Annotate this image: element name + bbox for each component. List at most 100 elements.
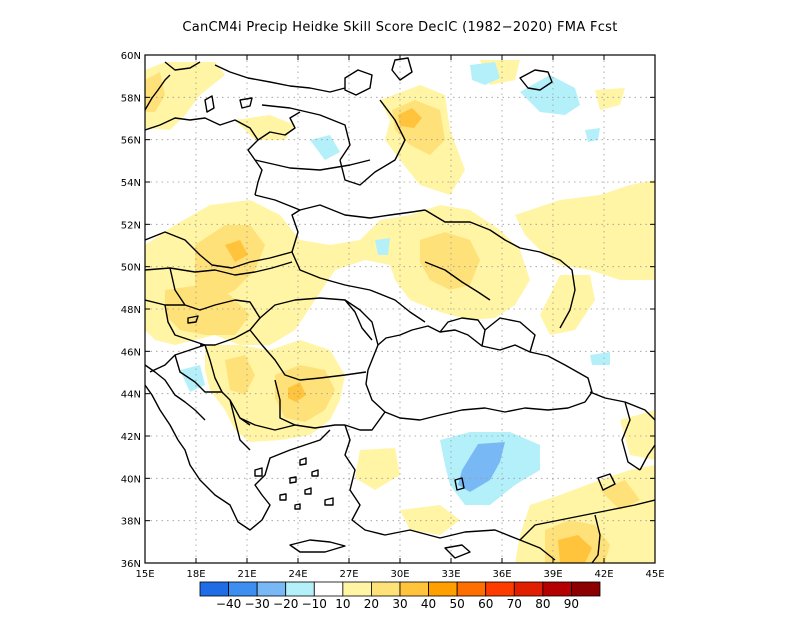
- adriatic-coast: [145, 364, 206, 421]
- colorbar-swatch: [313, 581, 344, 597]
- skill-region: [145, 62, 225, 130]
- lat-tick-label: 42N: [121, 432, 141, 443]
- colorbar-label: −10: [302, 597, 327, 611]
- skill-region: [600, 480, 640, 510]
- skill-region: [585, 128, 600, 142]
- azov-coast: [484, 317, 536, 353]
- skill-region: [375, 238, 390, 255]
- country-border: [169, 267, 261, 346]
- black-sea-coast: [365, 325, 593, 421]
- lon-tick-label: 39E: [543, 569, 562, 580]
- lake-balaton: [187, 315, 199, 324]
- country-border: [591, 514, 601, 563]
- skill-region: [355, 448, 400, 490]
- finland-coast: [164, 61, 201, 71]
- lat-tick-label: 52N: [121, 220, 141, 231]
- lon-tick-label: 30E: [390, 569, 409, 580]
- colorbar-swatch: [228, 581, 258, 597]
- country-border: [254, 194, 426, 219]
- gulf-of-riga-coast: [257, 111, 301, 141]
- country-border: [239, 417, 296, 431]
- skill-region: [420, 232, 480, 290]
- country-border: [424, 209, 576, 329]
- country-border: [164, 304, 206, 346]
- country-border: [249, 329, 367, 381]
- lon-tick-label: 27E: [339, 569, 358, 580]
- sweden-coast: [145, 74, 171, 111]
- colorbar-label: 90: [564, 597, 579, 611]
- lake-ladoga: [344, 69, 373, 96]
- lat-tick-label: 38N: [121, 517, 141, 528]
- lon-tick-label: 24E: [288, 569, 307, 580]
- island: [294, 503, 301, 510]
- colorbar-swatch: [285, 581, 315, 597]
- island: [324, 497, 334, 506]
- lake-tuz: [454, 477, 465, 491]
- skill-region: [235, 115, 295, 140]
- colorbar-swatch: [371, 581, 401, 597]
- turkey-coast: [344, 424, 556, 561]
- lat-tick-label: 36N: [121, 559, 141, 570]
- lon-tick-label: 42E: [594, 569, 613, 580]
- colorbar-label: 40: [421, 597, 436, 611]
- crete-coast: [289, 539, 346, 553]
- country-border: [291, 251, 426, 323]
- crimea-coast: [439, 317, 486, 347]
- country-border: [174, 354, 222, 393]
- colorbar-label: 80: [535, 597, 550, 611]
- lon-tick-label: 15E: [135, 569, 154, 580]
- skill-region: [400, 505, 460, 535]
- island: [254, 467, 263, 477]
- colorbar-label: −20: [273, 597, 298, 611]
- skill-region: [195, 225, 265, 300]
- skill-region: [398, 108, 422, 128]
- gotland: [204, 95, 215, 113]
- skill-region: [515, 180, 655, 280]
- axes: 15E 18E 21E 24E 27E 30E 33E 36E 39E 42E 45E 36N 38N 4…: [121, 51, 665, 580]
- greece-coast: [177, 429, 331, 531]
- colorbar-label: 70: [507, 597, 522, 611]
- island: [279, 493, 287, 501]
- island: [299, 457, 307, 466]
- country-border: [339, 99, 406, 186]
- skill-region: [595, 88, 625, 110]
- lake-onega: [391, 57, 413, 81]
- colorbar-swatch: [571, 581, 601, 597]
- country-border: [145, 261, 293, 276]
- country-border: [621, 401, 641, 471]
- lon-tick-label: 36E: [492, 569, 511, 580]
- island: [304, 487, 312, 495]
- colorbar-swatch: [542, 581, 572, 597]
- map-title: CanCM4i Precip Heidke Skill Score DecIC …: [182, 20, 618, 35]
- country-border: [344, 299, 373, 341]
- lat-tick-label: 50N: [121, 263, 141, 274]
- baltic-coast: [145, 117, 263, 196]
- lat-tick-label: 56N: [121, 136, 141, 147]
- lake-van: [597, 473, 616, 491]
- turkey-coast: [344, 411, 386, 431]
- lat-tick-label: 46N: [121, 347, 141, 358]
- lon-tick-label: 45E: [645, 569, 664, 580]
- skill-region: [165, 285, 250, 335]
- colorbar-label: 60: [478, 597, 493, 611]
- skill-region: [225, 355, 255, 395]
- island: [289, 476, 297, 484]
- skill-region: [558, 535, 592, 563]
- lat-tick-label: 48N: [121, 305, 141, 316]
- lat-tick-label: 40N: [121, 474, 141, 485]
- skill-region: [470, 62, 500, 85]
- colorbar-label: 10: [335, 597, 350, 611]
- country-border: [261, 104, 351, 161]
- adriatic-coast: [145, 384, 179, 441]
- skill-region: [288, 382, 306, 402]
- country-border: [519, 499, 655, 541]
- white-sea-coast: [519, 69, 553, 91]
- colorbar-label: 50: [450, 597, 465, 611]
- saaremaa: [239, 97, 253, 109]
- country-border: [145, 209, 301, 269]
- skill-region: [310, 135, 340, 160]
- colorbar-swatch: [256, 581, 287, 597]
- colorbar-swatch: [199, 581, 229, 597]
- colorbar-label: 30: [392, 597, 407, 611]
